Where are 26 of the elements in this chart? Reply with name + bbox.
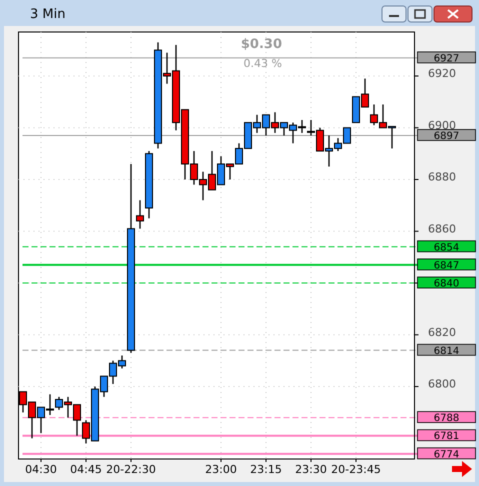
x-tick-label: 23:30 bbox=[295, 463, 327, 476]
ref-line-label: 6774 bbox=[434, 449, 460, 460]
ref-line-label: 6847 bbox=[434, 260, 460, 272]
ref-line-label: 6927 bbox=[434, 53, 460, 64]
ref-line-label: 6897 bbox=[434, 131, 460, 142]
annotation: 0.43 % bbox=[244, 57, 282, 70]
ref-line-label: 6814 bbox=[434, 346, 460, 357]
x-tick-label: 23:15 bbox=[250, 463, 282, 476]
ref-line-label: 6788 bbox=[434, 413, 460, 424]
y-tick-label: 6920 bbox=[428, 66, 456, 80]
chart-title: 3 Min bbox=[30, 7, 66, 22]
x-tick-label: 20-23:45 bbox=[331, 463, 381, 476]
y-tick-label: 6860 bbox=[428, 222, 456, 236]
y-tick-label: 6880 bbox=[428, 170, 456, 184]
y-tick-label: 6800 bbox=[428, 378, 456, 391]
x-tick-label: 23:00 bbox=[205, 463, 237, 476]
x-tick-label: 04:30 bbox=[25, 463, 57, 476]
ref-line-label: 6781 bbox=[434, 431, 460, 442]
ref-line-label: 6840 bbox=[434, 278, 460, 290]
candlestick bbox=[136, 200, 144, 230]
y-tick-label: 6820 bbox=[428, 326, 456, 339]
y-tick-label: 6900 bbox=[428, 118, 456, 132]
annotation: $0.30 bbox=[240, 37, 282, 52]
x-tick-label: 20-22:30 bbox=[106, 463, 156, 476]
x-tick-label: 04:45 bbox=[70, 463, 102, 476]
ref-line-label: 6854 bbox=[434, 242, 460, 254]
